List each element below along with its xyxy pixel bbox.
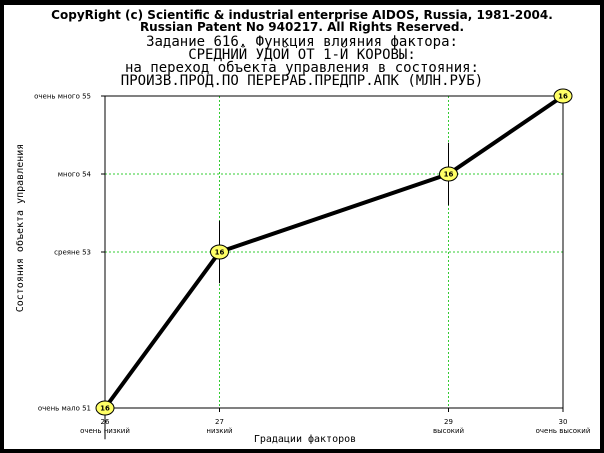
x-axis-label: Градации факторов — [254, 433, 356, 445]
data-point — [95, 400, 115, 416]
data-point — [439, 166, 458, 182]
chart-title-line-1: Задание 616. Функция влияния фактора: — [146, 34, 458, 50]
y-tick-label: очень мало 51 — [38, 405, 91, 413]
y-tick-label: среяне 53 — [54, 249, 91, 257]
series-line — [103, 94, 565, 410]
data-point — [553, 88, 573, 104]
data-point-label: 16 — [444, 171, 454, 179]
copyright-line: CopyRight (c) Scientific & industrial en… — [51, 8, 553, 22]
chart-panel — [4, 5, 600, 449]
y-ticks: очень мало 51 среяне 53 много 54 очень мног… — [34, 93, 105, 413]
data-point-label: 16 — [215, 249, 225, 257]
x-tick-label: 27 — [215, 418, 224, 426]
x-tick-sublabel: высокий — [433, 427, 464, 435]
x-tick-sublabel: очень высокий — [536, 427, 591, 435]
x-tick-label: 29 — [444, 418, 453, 426]
chart-title-line-3: на переход объекта управления в состояни… — [125, 60, 479, 76]
y-tick-label: много 54 — [58, 171, 92, 179]
y-tick-label: очень много 55 — [34, 93, 91, 101]
y-axis-label: Состояния объекта управления — [14, 144, 26, 313]
series: 16 16 16 16 — [95, 88, 573, 440]
x-tick-sublabel: низкий — [206, 427, 232, 435]
data-point-label: 16 — [558, 93, 568, 101]
data-point — [210, 244, 229, 260]
x-tick-label: 30 — [559, 418, 568, 426]
data-point-label: 16 — [100, 405, 110, 413]
chart-title-line-4: ПРОИЗВ.ПРОД.ПО ПЕРЕРАБ.ПРЕДПР.АПК (МЛН.Р… — [121, 73, 483, 89]
patent-line: Russian Patent No 940217. All Rights Res… — [140, 20, 464, 34]
chart-title-line-2: СРЕДНИЙ УДОЙ ОТ 1-Й КОРОВЫ: — [188, 45, 416, 63]
